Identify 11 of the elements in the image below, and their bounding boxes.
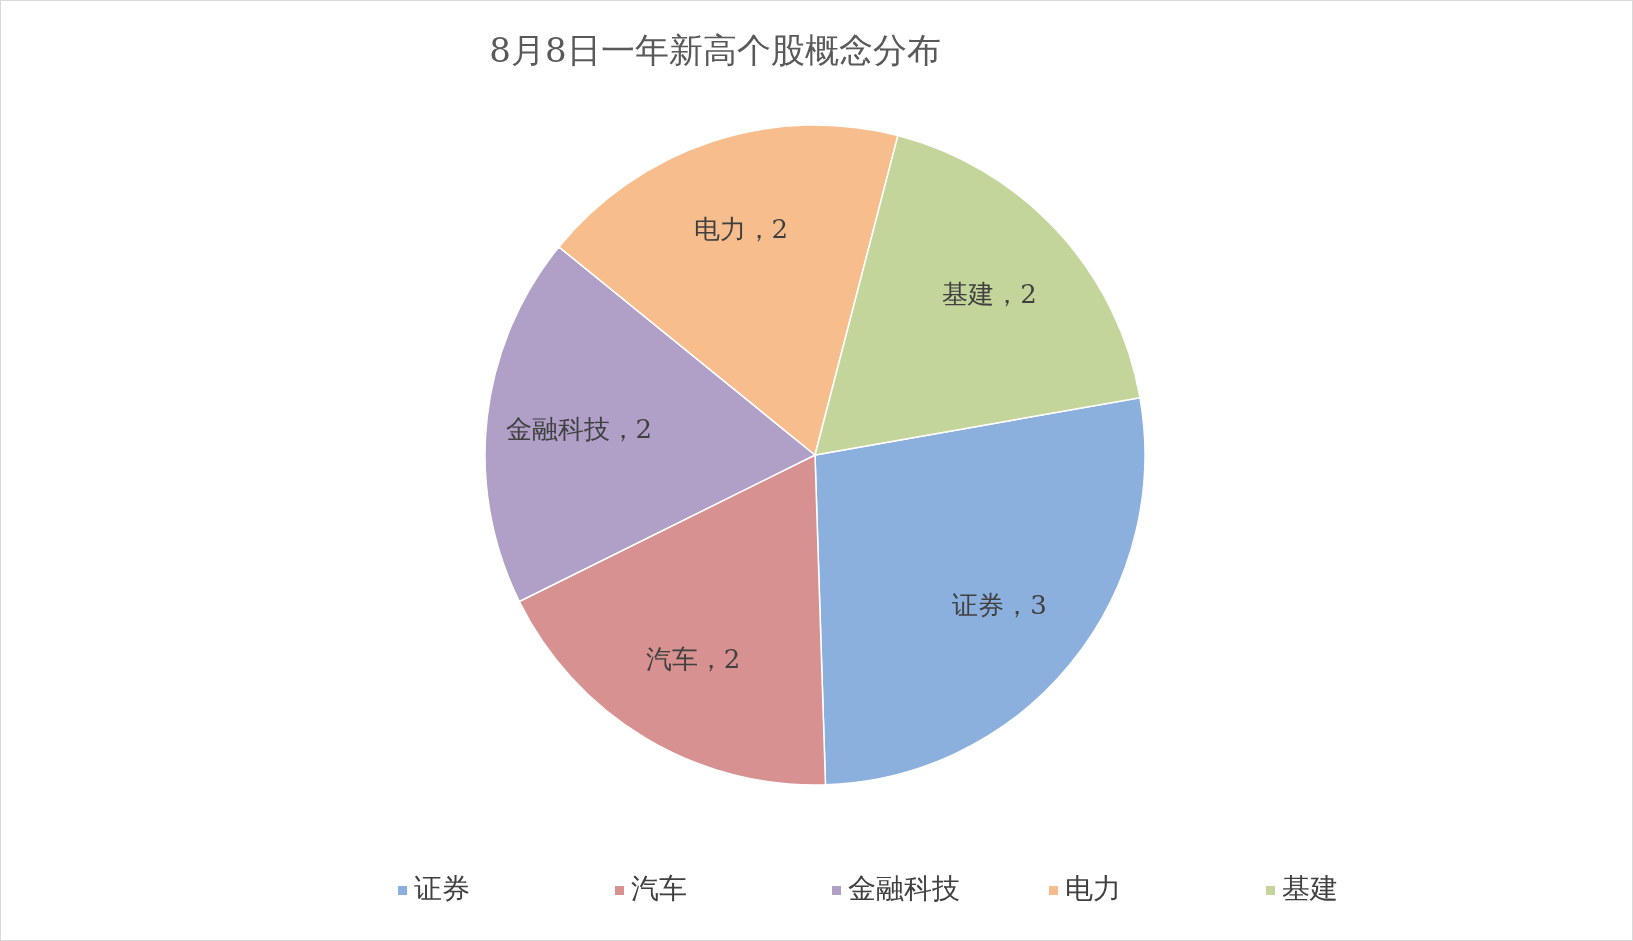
legend-label: 金融科技 xyxy=(848,872,960,905)
data-label: 电力，2 xyxy=(693,214,789,245)
chart-title: 8月8日一年新高个股概念分布 xyxy=(489,30,941,70)
data-label: 汽车，2 xyxy=(645,643,741,674)
data-label: 基建，2 xyxy=(942,278,1037,309)
data-label: 金融科技，2 xyxy=(505,413,653,444)
legend-label: 证券 xyxy=(414,872,470,905)
legend-label: 电力 xyxy=(1065,872,1121,905)
legend-label: 基建 xyxy=(1282,872,1338,905)
legend-label: 汽车 xyxy=(631,872,687,905)
data-label: 证券，3 xyxy=(952,589,1047,620)
